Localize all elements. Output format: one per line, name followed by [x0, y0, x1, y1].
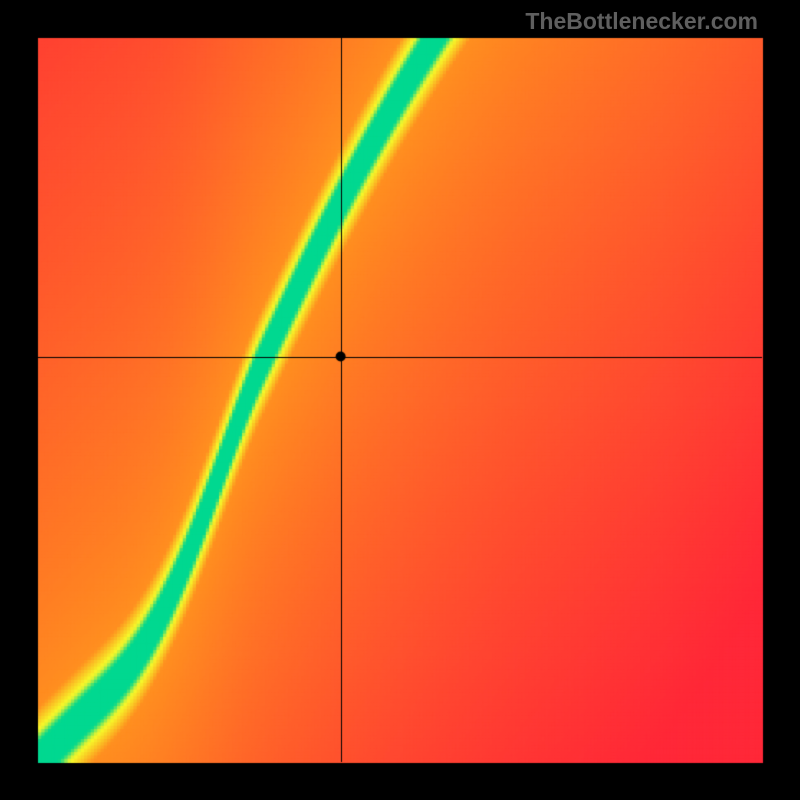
- watermark-label: TheBottlenecker.com: [525, 8, 758, 35]
- bottleneck-heatmap: [0, 0, 800, 800]
- chart-container: TheBottlenecker.com: [0, 0, 800, 800]
